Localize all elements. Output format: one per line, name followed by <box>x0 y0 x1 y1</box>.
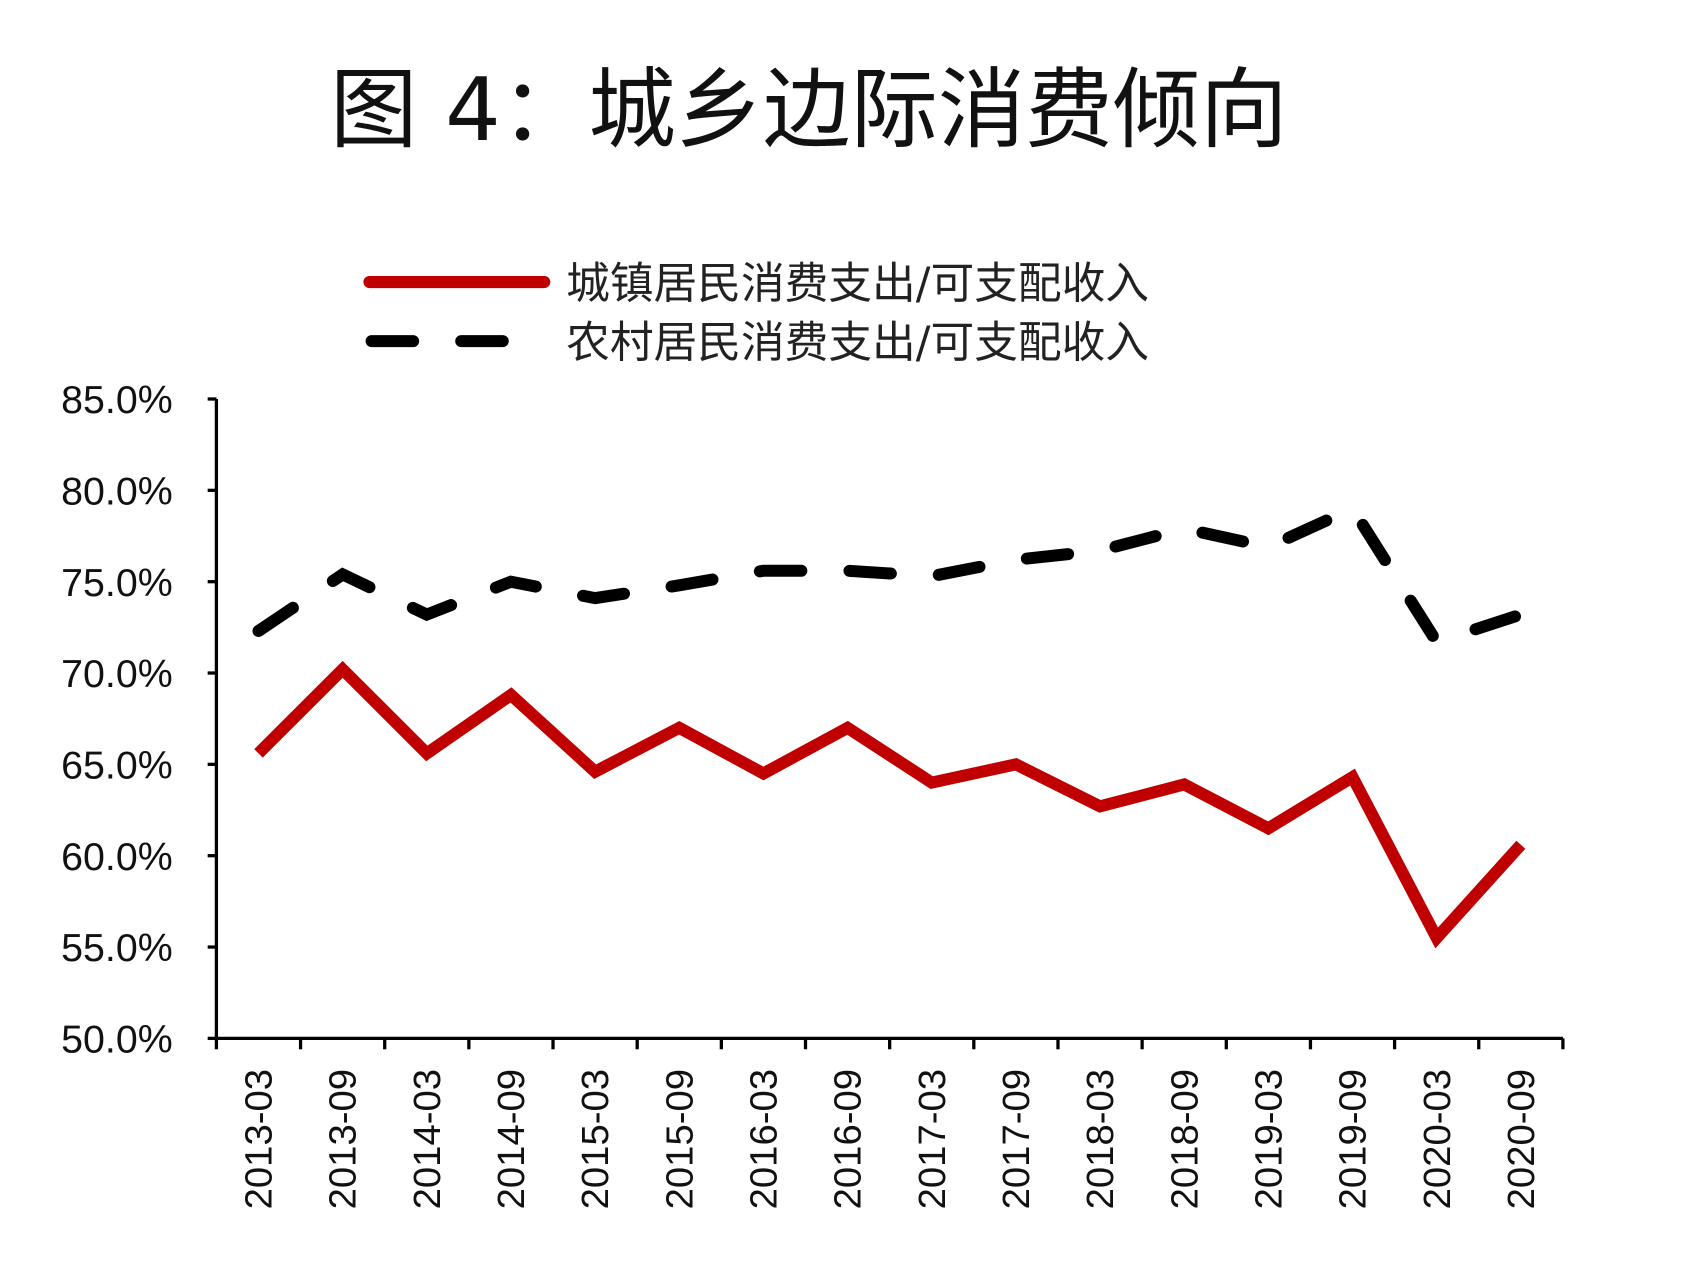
x-tick-label: 2016-09 <box>827 1069 870 1209</box>
x-tick-label: 2020-09 <box>1500 1069 1543 1209</box>
x-tick-label: 2018-09 <box>1163 1069 1206 1209</box>
y-tick-label: 55.0% <box>61 926 173 970</box>
series-line-rural <box>252 500 1527 650</box>
x-tick-label: 2013-03 <box>238 1069 281 1209</box>
legend-label-rural: 农村居民消费支出/可支配收入 <box>566 317 1149 368</box>
x-tick-label: 2013-09 <box>322 1069 365 1209</box>
series-line-urban <box>254 660 1526 949</box>
x-tick-label: 2019-03 <box>1247 1069 1290 1209</box>
y-tick-label: 80.0% <box>61 470 173 514</box>
legend: 城镇居民消费支出/可支配收入 农村居民消费支出/可支配收入 <box>363 258 1149 368</box>
chart-title: 图 4：城乡边际消费倾向 <box>330 59 1288 161</box>
x-tick-label: 2016-03 <box>743 1069 786 1209</box>
legend-label-urban: 城镇居民消费支出/可支配收入 <box>566 258 1149 309</box>
x-tick-label: 2020-03 <box>1416 1069 1459 1209</box>
y-tick-label: 85.0% <box>61 378 173 422</box>
x-tick-label: 2015-09 <box>658 1069 701 1209</box>
x-tick-label: 2019-09 <box>1332 1069 1375 1209</box>
x-tick-label: 2014-09 <box>490 1069 533 1209</box>
y-tick-label: 50.0% <box>61 1018 173 1062</box>
y-tick-label: 75.0% <box>61 561 173 605</box>
x-tick-label: 2017-03 <box>911 1069 954 1209</box>
x-tick-label: 2017-09 <box>995 1069 1038 1209</box>
y-tick-label: 70.0% <box>61 652 173 696</box>
x-tick-label: 2018-03 <box>1079 1069 1122 1209</box>
x-tick-label: 2015-03 <box>574 1069 617 1209</box>
y-tick-label: 60.0% <box>61 835 173 879</box>
x-tick-label: 2014-03 <box>406 1069 449 1209</box>
y-tick-label: 65.0% <box>61 744 173 788</box>
